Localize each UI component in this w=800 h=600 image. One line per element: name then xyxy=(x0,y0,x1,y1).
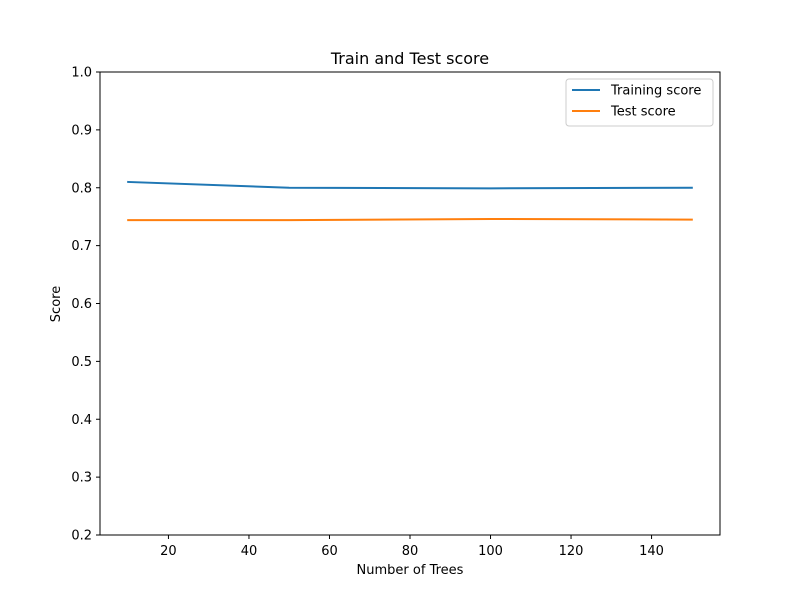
y-tick-label: 0.7 xyxy=(71,239,92,254)
legend-box xyxy=(565,78,714,127)
series-line-test-score xyxy=(127,218,693,222)
x-tick-label: 40 xyxy=(241,544,258,559)
y-tick-label: 0.2 xyxy=(71,529,92,544)
y-tick-label: 1.0 xyxy=(71,66,92,81)
series-line-training-score xyxy=(127,180,693,190)
x-tick-label: 120 xyxy=(559,544,584,559)
y-tick-label: 0.6 xyxy=(71,297,92,312)
legend-entry-label: Training score xyxy=(610,84,701,99)
y-tick-label: 0.5 xyxy=(71,355,92,370)
plot-series-group xyxy=(127,180,693,222)
x-axis-ticks: 20 40 60 80 100 120 140 xyxy=(160,535,664,559)
x-axis-label: Number of Trees xyxy=(357,563,464,578)
x-tick-label: 140 xyxy=(639,544,664,559)
y-tick-label: 0.8 xyxy=(71,181,92,196)
y-axis-label: Score xyxy=(49,286,64,322)
x-tick-label: 80 xyxy=(402,544,419,559)
legend-entry-label: Test score xyxy=(610,105,676,120)
x-tick-label: 60 xyxy=(321,544,338,559)
plot-area-frame xyxy=(99,71,721,536)
y-tick-label: 0.9 xyxy=(71,123,92,138)
chart-title: Train and Test score xyxy=(330,49,489,68)
y-axis-ticks: 0.2 0.3 0.4 0.5 0.6 0.7 0.8 0.9 1.0 xyxy=(71,66,100,544)
y-tick-label: 0.4 xyxy=(71,413,92,428)
x-tick-label: 20 xyxy=(160,544,177,559)
y-tick-label: 0.3 xyxy=(71,471,92,486)
legend: Training score Test score xyxy=(565,78,714,127)
x-tick-label: 100 xyxy=(478,544,503,559)
